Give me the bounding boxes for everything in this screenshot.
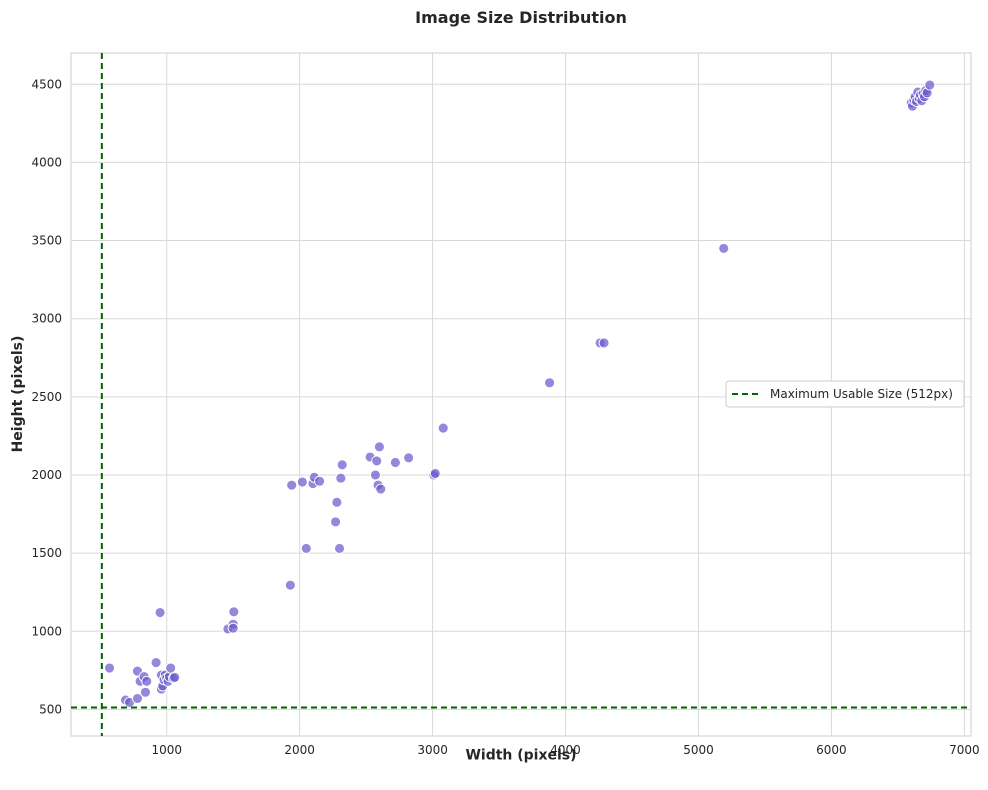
x-tick-label: 2000 — [284, 743, 315, 757]
data-point — [369, 469, 381, 481]
data-point — [331, 496, 343, 508]
y-axis-title: Height (pixels) — [10, 336, 26, 453]
data-points — [104, 79, 936, 708]
x-tick-label: 6000 — [816, 743, 847, 757]
data-point — [330, 516, 341, 528]
data-point — [227, 622, 239, 634]
data-point — [371, 455, 383, 467]
y-tick-labels: 500 1000 1500 2000 2500 3000 3500 4000 4500 — [31, 77, 62, 716]
data-point — [924, 79, 936, 91]
data-point — [335, 472, 347, 484]
legend: Maximum Usable Size (512px) — [725, 380, 965, 408]
data-point — [598, 337, 610, 349]
data-point — [718, 242, 730, 254]
data-point — [403, 452, 415, 464]
data-point — [375, 483, 387, 495]
data-point — [104, 662, 116, 674]
y-tick-label: 1500 — [31, 546, 62, 560]
data-point — [132, 693, 143, 704]
x-tick-labels: 1000 2000 3000 4000 5000 6000 7000 — [151, 743, 979, 757]
data-point — [300, 542, 312, 554]
y-tick-label: 4500 — [31, 77, 62, 91]
grid-lines — [71, 53, 971, 736]
y-tick-label: 1000 — [31, 624, 62, 638]
data-point — [336, 459, 348, 471]
data-point — [437, 422, 449, 434]
data-point — [165, 662, 177, 674]
y-tick-label: 3500 — [31, 234, 62, 248]
data-point — [544, 377, 556, 389]
y-tick-label: 4000 — [31, 155, 62, 169]
data-point — [284, 579, 296, 591]
y-tick-label: 3000 — [31, 312, 62, 326]
data-point — [154, 607, 166, 618]
data-point — [141, 675, 153, 687]
data-point — [139, 686, 151, 698]
x-axis-title: Width (pixels) — [465, 748, 576, 764]
threshold-lines — [71, 53, 971, 736]
data-point — [429, 467, 441, 479]
y-tick-label: 500 — [39, 702, 62, 716]
data-point — [169, 671, 181, 683]
data-point — [389, 457, 401, 468]
data-point — [373, 441, 385, 453]
data-point — [150, 657, 162, 668]
x-tick-label: 3000 — [417, 743, 448, 757]
data-point — [296, 476, 308, 488]
x-tick-label: 7000 — [949, 743, 980, 757]
x-tick-label: 4000 — [550, 743, 581, 757]
chart-title: Image Size Distribution — [415, 8, 627, 27]
legend-label: Maximum Usable Size (512px) — [770, 387, 953, 401]
data-point — [286, 479, 298, 491]
legend-box — [725, 380, 965, 408]
data-point — [334, 542, 345, 554]
x-tick-label: 5000 — [683, 743, 714, 757]
y-tick-label: 2000 — [31, 468, 62, 482]
data-point — [228, 606, 240, 618]
x-tick-label: 1000 — [151, 743, 182, 757]
data-point — [314, 475, 326, 487]
y-tick-label: 2500 — [31, 390, 62, 404]
